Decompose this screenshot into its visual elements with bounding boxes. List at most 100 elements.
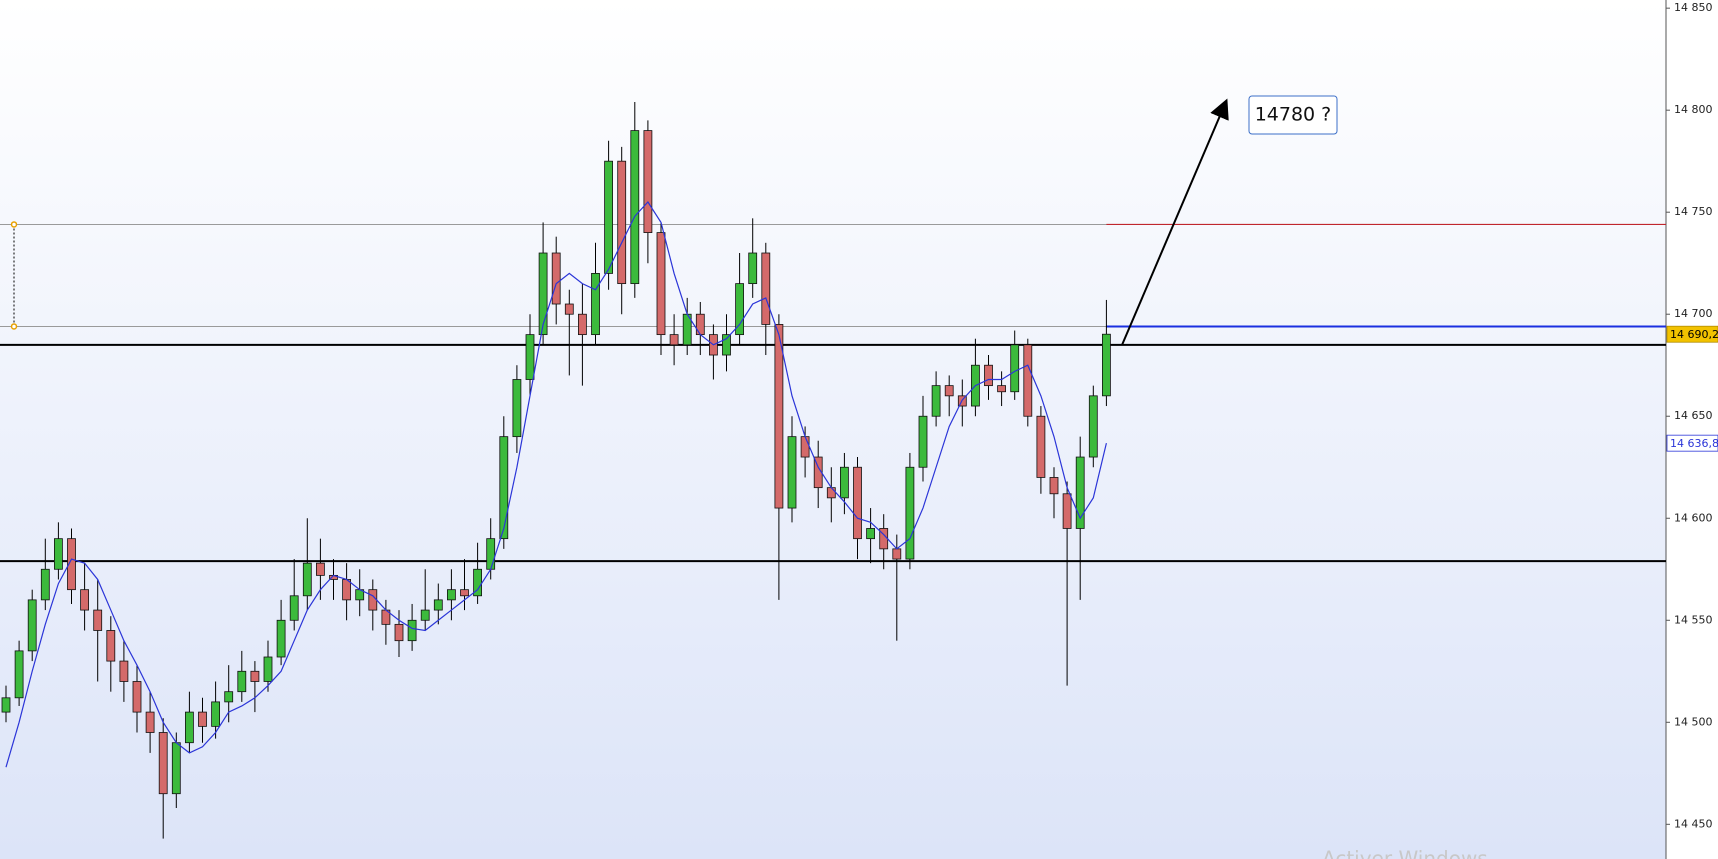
candle-body	[997, 385, 1006, 393]
measure-handle	[10, 323, 18, 330]
candle-body	[289, 595, 299, 621]
price-tag-label: 14 636,8	[1670, 437, 1718, 450]
candle-body	[695, 313, 705, 336]
candle-body	[80, 589, 89, 611]
watermark: Activer Windows	[1322, 847, 1488, 859]
candle-body	[433, 599, 443, 611]
candle-body	[211, 701, 221, 727]
candle-body	[892, 548, 902, 560]
candle-body	[853, 466, 862, 540]
price-tag-label: 14 690,2	[1670, 328, 1718, 341]
candle-body	[119, 660, 129, 682]
candle-body	[591, 273, 600, 336]
candle-body	[54, 538, 63, 570]
candle-body	[446, 589, 456, 601]
candle-body	[1036, 415, 1046, 478]
candle-body	[866, 528, 875, 540]
candle-body	[564, 303, 574, 315]
candle-body	[617, 160, 627, 285]
candle-body	[525, 334, 535, 380]
candle-body	[184, 711, 194, 744]
annotation-box	[1248, 95, 1338, 135]
moving-average	[5, 201, 1107, 768]
candle-body	[774, 324, 784, 509]
overlay	[5, 201, 1107, 768]
candle-body	[931, 385, 941, 417]
candle-body	[512, 379, 522, 438]
candle-body	[14, 650, 24, 699]
y-tick-label: 14 800	[1674, 103, 1713, 116]
candle-body	[93, 609, 103, 631]
y-tick-label: 14 650	[1674, 409, 1713, 422]
candle-body	[263, 656, 273, 682]
levels	[0, 7, 1670, 825]
measure-handle	[10, 221, 18, 228]
candle-body	[761, 252, 771, 325]
candle-body	[604, 160, 613, 274]
candle-body	[826, 487, 836, 499]
candle-body	[656, 232, 666, 336]
candle-body	[1010, 344, 1020, 393]
candle-body	[394, 623, 404, 642]
candle-body	[1062, 493, 1072, 529]
candle-body	[1023, 344, 1033, 417]
candle-body	[551, 252, 561, 305]
candle-body	[538, 252, 548, 336]
candle-body	[722, 334, 731, 356]
candle-body	[302, 562, 312, 597]
y-tick-label: 14 700	[1674, 307, 1713, 320]
candle-body	[145, 711, 155, 733]
candle-body	[1049, 477, 1059, 495]
candle-body	[630, 130, 640, 285]
candle-body	[918, 415, 928, 468]
candle-body	[944, 385, 954, 397]
candle-body	[224, 691, 234, 703]
candle-body	[748, 252, 758, 285]
price-tag	[1666, 434, 1718, 452]
candle-body	[342, 579, 352, 601]
y-tick-label: 14 850	[1674, 1, 1713, 14]
candle-body	[158, 732, 168, 795]
candle-body	[578, 313, 587, 336]
arrow	[1121, 98, 1229, 346]
price-tag	[1666, 325, 1718, 343]
candle-body	[250, 670, 260, 682]
candle-body	[276, 619, 286, 658]
y-tick-label: 14 600	[1674, 511, 1713, 524]
y-tick-label: 14 500	[1674, 715, 1713, 728]
candle-body	[813, 456, 823, 489]
candle-body	[840, 466, 849, 499]
y-tick-label: 14 550	[1674, 613, 1713, 626]
y-tick-label: 14 750	[1674, 205, 1713, 218]
candle-body	[67, 538, 76, 591]
candle-body	[198, 711, 207, 727]
candle-body	[787, 436, 797, 509]
candle-body	[460, 589, 469, 597]
candle-body	[499, 436, 509, 540]
candle-body	[1, 697, 11, 713]
axis-background	[1666, 0, 1718, 859]
candle-body	[735, 283, 744, 336]
candle-body	[1088, 395, 1098, 458]
candle-body	[905, 466, 915, 560]
candle-body	[237, 670, 247, 693]
candle-body	[486, 538, 496, 570]
candle-body	[106, 630, 116, 662]
candle-body	[407, 619, 417, 642]
candle-body	[800, 436, 810, 458]
candle-body	[368, 589, 378, 611]
plot-background	[0, 0, 1666, 859]
candle-body	[27, 599, 37, 652]
candle-body	[315, 562, 325, 576]
candle-body	[40, 568, 50, 601]
candle-body	[643, 130, 653, 234]
candle-body	[1075, 456, 1085, 529]
candle-body	[171, 742, 181, 795]
annotation: 14780 ?	[1255, 104, 1332, 126]
candle-body	[420, 609, 430, 621]
candle-body	[1102, 333, 1111, 397]
candle-body	[132, 681, 142, 713]
y-tick-label: 14 450	[1674, 817, 1713, 830]
